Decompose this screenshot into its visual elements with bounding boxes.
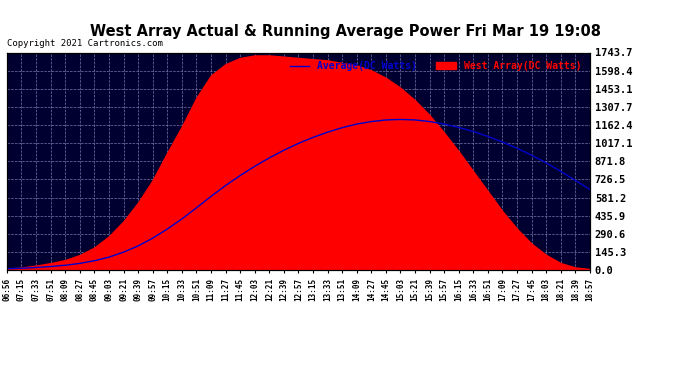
Legend: Average(DC Watts), West Array(DC Watts): Average(DC Watts), West Array(DC Watts) <box>286 57 585 75</box>
Text: Copyright 2021 Cartronics.com: Copyright 2021 Cartronics.com <box>7 39 163 48</box>
Text: West Array Actual & Running Average Power Fri Mar 19 19:08: West Array Actual & Running Average Powe… <box>90 24 600 39</box>
